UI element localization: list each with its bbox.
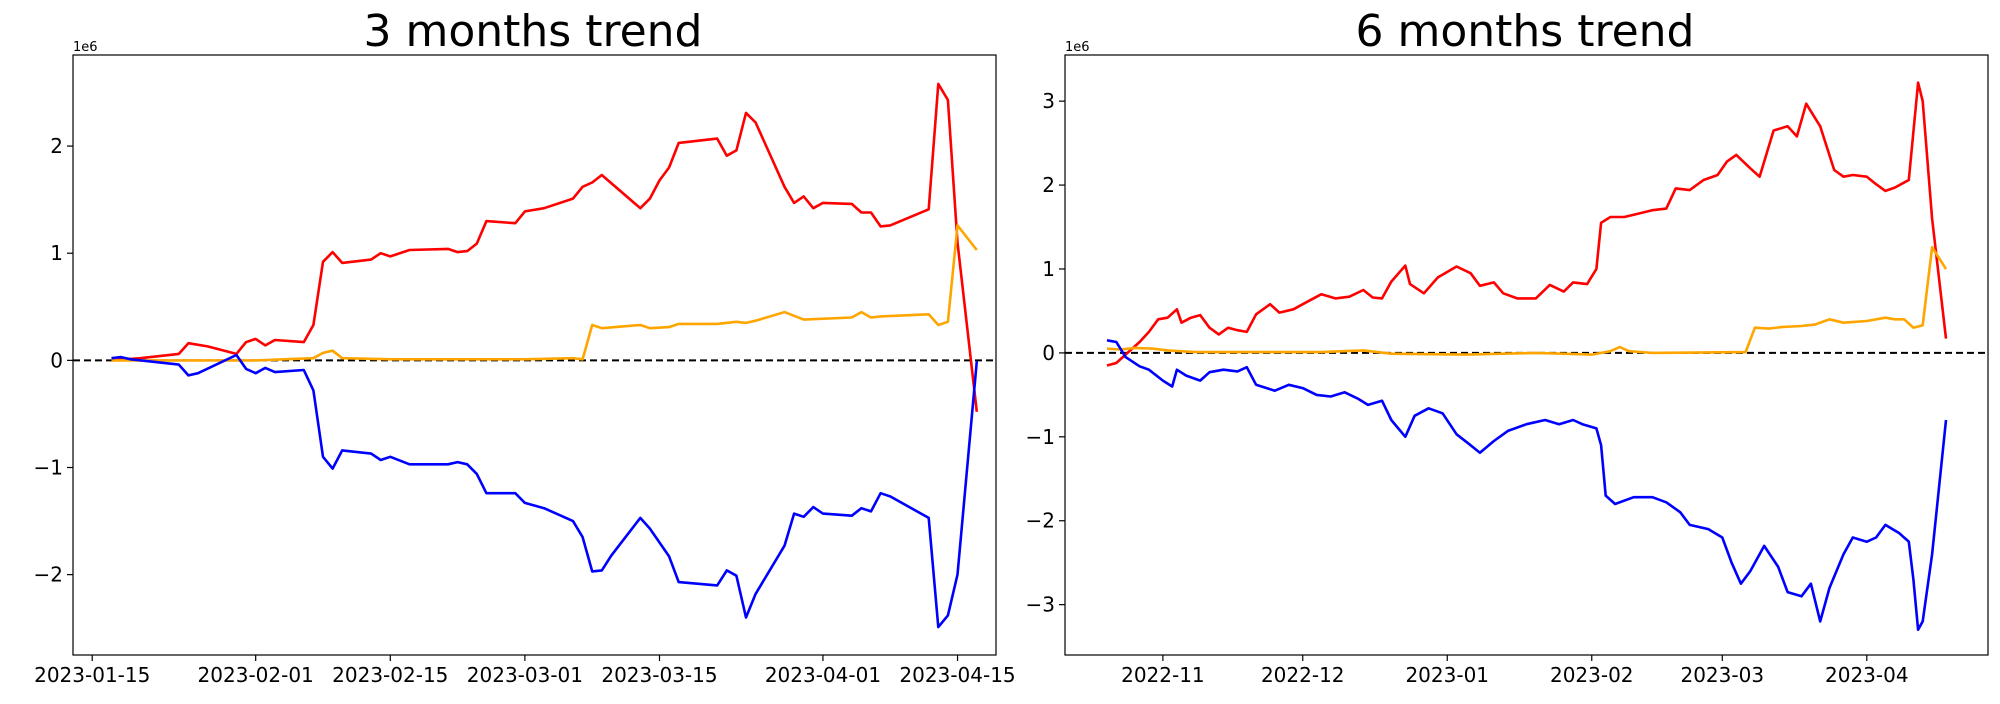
- x-tick-label: 2023-03: [1680, 663, 1764, 687]
- x-tick-label: 2023-04: [1825, 663, 1909, 687]
- x-tick-label: 2023-02-15: [332, 663, 448, 687]
- y-tick-label: −1: [1026, 425, 1055, 449]
- axes-frame: [72, 54, 997, 656]
- x-tick-label: 2023-04-15: [899, 663, 1015, 687]
- x-tick-label: 2023-02-01: [198, 663, 314, 687]
- y-tick-label: 2: [1042, 173, 1055, 197]
- x-tick-label: 2023-03-15: [601, 663, 717, 687]
- plot-area-3-months: −2 −1 0 1 2 2023-01-15 2023-02-01 2023-02-15 202…: [34, 54, 1016, 687]
- y-tick-label: 3: [1042, 89, 1055, 113]
- x-tick-label: 2023-04-01: [765, 663, 881, 687]
- axes-frame: [1064, 54, 1989, 656]
- x-tick-label: 2022-12: [1261, 663, 1345, 687]
- x-tick-label: 2022-11: [1121, 663, 1205, 687]
- chart-title: 6 months trend: [1356, 6, 1695, 57]
- x-tick-label: 2023-01: [1405, 663, 1489, 687]
- x-tick-label: 2023-01-15: [34, 663, 150, 687]
- series-line-3: [1106, 339, 1948, 632]
- chart-3-months: 3 months trend 1e6 −2 −1 0 1 2 2023-01-15 2023…: [34, 6, 1016, 687]
- series-line-1: [111, 82, 979, 412]
- x-tick-label: 2023-02: [1550, 663, 1634, 687]
- y-tick-label: 1: [1042, 257, 1055, 281]
- series-line-2: [111, 224, 978, 362]
- series-line-2: [1106, 245, 1948, 356]
- y-tick-label: −1: [34, 456, 63, 480]
- x-tick-label: 2023-03-01: [467, 663, 583, 687]
- series-line-1: [1106, 81, 1948, 367]
- chart-6-months: 6 months trend 1e6 −3 −2 −1 0 1 2 3 2022-11 2022…: [1026, 6, 1989, 687]
- chart-title: 3 months trend: [364, 6, 703, 57]
- y-tick-label: −2: [1026, 509, 1055, 533]
- y-offset-label: 1e6: [1065, 40, 1090, 55]
- plot-area-6-months: −3 −2 −1 0 1 2 3 2022-11 2022-12 2023-01 2023-02 20…: [1026, 54, 1989, 687]
- y-tick-label: 0: [50, 348, 63, 372]
- y-tick-label: −2: [34, 563, 63, 587]
- y-offset-label: 1e6: [73, 40, 98, 55]
- y-tick-label: −3: [1026, 593, 1055, 617]
- y-tick-label: 0: [1042, 341, 1055, 365]
- y-tick-label: 2: [50, 134, 63, 158]
- y-tick-label: 1: [50, 241, 63, 265]
- series-line-3: [111, 353, 979, 629]
